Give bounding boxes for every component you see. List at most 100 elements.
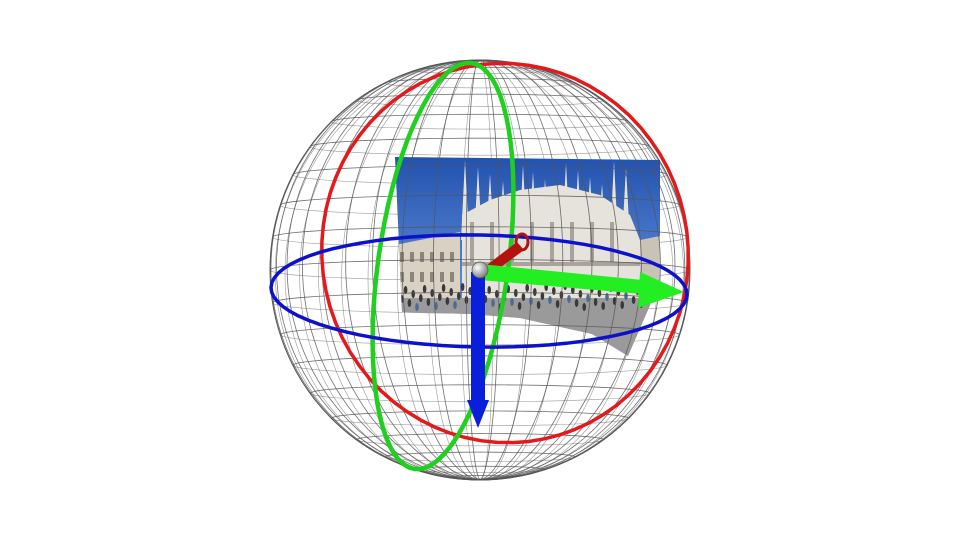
wireframe-segment — [456, 78, 460, 84]
wireframe-segment — [458, 74, 462, 79]
wireframe-segment — [310, 329, 315, 341]
wireframe-segment — [593, 102, 602, 110]
wireframe-segment — [576, 357, 581, 368]
wireframe-segment — [534, 72, 544, 77]
wireframe-segment — [381, 166, 385, 177]
left-building-window — [420, 252, 424, 262]
wireframe-segment — [539, 71, 550, 76]
wireframe-segment — [293, 175, 296, 177]
wireframe-segment — [584, 186, 587, 197]
wireframe-segment — [410, 356, 413, 367]
wireframe-segment — [579, 111, 586, 119]
wireframe-segment — [278, 298, 286, 301]
wireframe-segment — [373, 447, 383, 454]
wireframe-segment — [336, 370, 350, 373]
roll-ring[interactable] — [320, 61, 690, 445]
wireframe-segment — [623, 349, 628, 360]
wireframe-segment — [491, 472, 495, 476]
wireframe-segment — [496, 475, 506, 479]
origin-handle[interactable] — [471, 261, 489, 279]
wireframe-segment — [676, 272, 684, 274]
wireframe-segment — [643, 152, 650, 162]
wireframe-segment — [648, 329, 652, 341]
person — [567, 295, 571, 303]
wireframe-segment — [412, 147, 416, 157]
wireframe-segment — [375, 315, 379, 327]
y-axis-arrow[interactable] — [467, 272, 489, 428]
wireframe-segment — [279, 315, 283, 327]
wireframe-segment — [635, 130, 643, 139]
wireframe-segment — [318, 287, 320, 299]
pitch-ring[interactable] — [370, 60, 516, 472]
wireframe-segment — [493, 402, 495, 411]
wireframe-segment — [336, 118, 341, 121]
wireframe-segment — [525, 68, 536, 73]
wireframe-segment — [601, 428, 610, 436]
wireframe-segment — [514, 107, 517, 115]
axis-gizmo[interactable] — [467, 232, 684, 428]
wireframe-segment — [551, 454, 560, 461]
rotation-gizmo[interactable] — [269, 60, 690, 472]
wireframe-segment — [576, 103, 585, 105]
cathedral-spire — [622, 168, 630, 240]
wireframe-segment — [537, 409, 541, 418]
wireframe-segment — [431, 99, 436, 107]
wireframe-segment — [550, 354, 553, 365]
wireframe-segment — [468, 99, 470, 107]
wireframe-segment — [670, 222, 673, 234]
wireframe-segment — [430, 452, 437, 459]
wireframe-segment — [517, 392, 520, 402]
wireframe-segment — [553, 79, 561, 86]
wireframe-segment — [673, 207, 677, 219]
wireframe-segment — [386, 148, 391, 158]
wireframe-segment — [619, 123, 624, 125]
wireframe-segment — [637, 389, 644, 392]
wireframe-segment — [398, 444, 405, 451]
wireframe-segment — [414, 76, 423, 82]
wireframe-segment — [303, 220, 306, 232]
wireframe-segment — [280, 311, 284, 322]
wireframe-segment — [316, 130, 325, 139]
wireframe-segment — [370, 224, 373, 236]
wireframe-segment — [406, 441, 414, 448]
wireframe-segment — [406, 70, 417, 76]
wireframe-segment — [379, 115, 386, 124]
wireframe-segment — [284, 336, 290, 348]
wireframe-segment — [284, 284, 287, 296]
wireframe-segment — [491, 418, 494, 427]
wireframe-segment — [673, 277, 676, 289]
wireframe-segment — [524, 433, 530, 441]
wireframe-segment — [467, 469, 471, 474]
wireframe-segment — [425, 457, 433, 464]
wireframe-segment — [374, 102, 381, 110]
wireframe-segment — [584, 441, 594, 449]
wireframe-segment — [602, 352, 606, 363]
wireframe-segment — [491, 475, 498, 479]
wireframe-segment — [525, 74, 532, 80]
wireframe-segment — [319, 298, 321, 310]
wireframe-segment — [415, 458, 424, 464]
wireframe-segment — [616, 413, 624, 422]
wireframe-segment — [598, 422, 606, 430]
wireframe-segment — [560, 84, 569, 91]
wireframe-segment — [432, 364, 435, 375]
wireframe-segment — [356, 171, 361, 182]
wireframe-segment — [288, 354, 295, 365]
x-axis-arrow[interactable] — [480, 264, 684, 308]
yaw-ring[interactable] — [269, 233, 689, 349]
wireframe-segment — [572, 260, 593, 262]
wireframe-segment — [317, 400, 325, 410]
wireframe-segment — [377, 326, 381, 337]
wireframe-segment — [545, 427, 551, 435]
wireframe-segment — [286, 332, 291, 343]
wireframe-segment — [358, 430, 367, 438]
wireframe-segment — [562, 127, 576, 129]
wireframe-segment — [607, 117, 615, 126]
wireframe-segment — [388, 84, 392, 86]
wireframe-segment — [283, 321, 287, 333]
wireframe-segment — [503, 78, 507, 84]
wireframe-segment — [547, 112, 553, 121]
wireframe-segment — [565, 443, 573, 450]
